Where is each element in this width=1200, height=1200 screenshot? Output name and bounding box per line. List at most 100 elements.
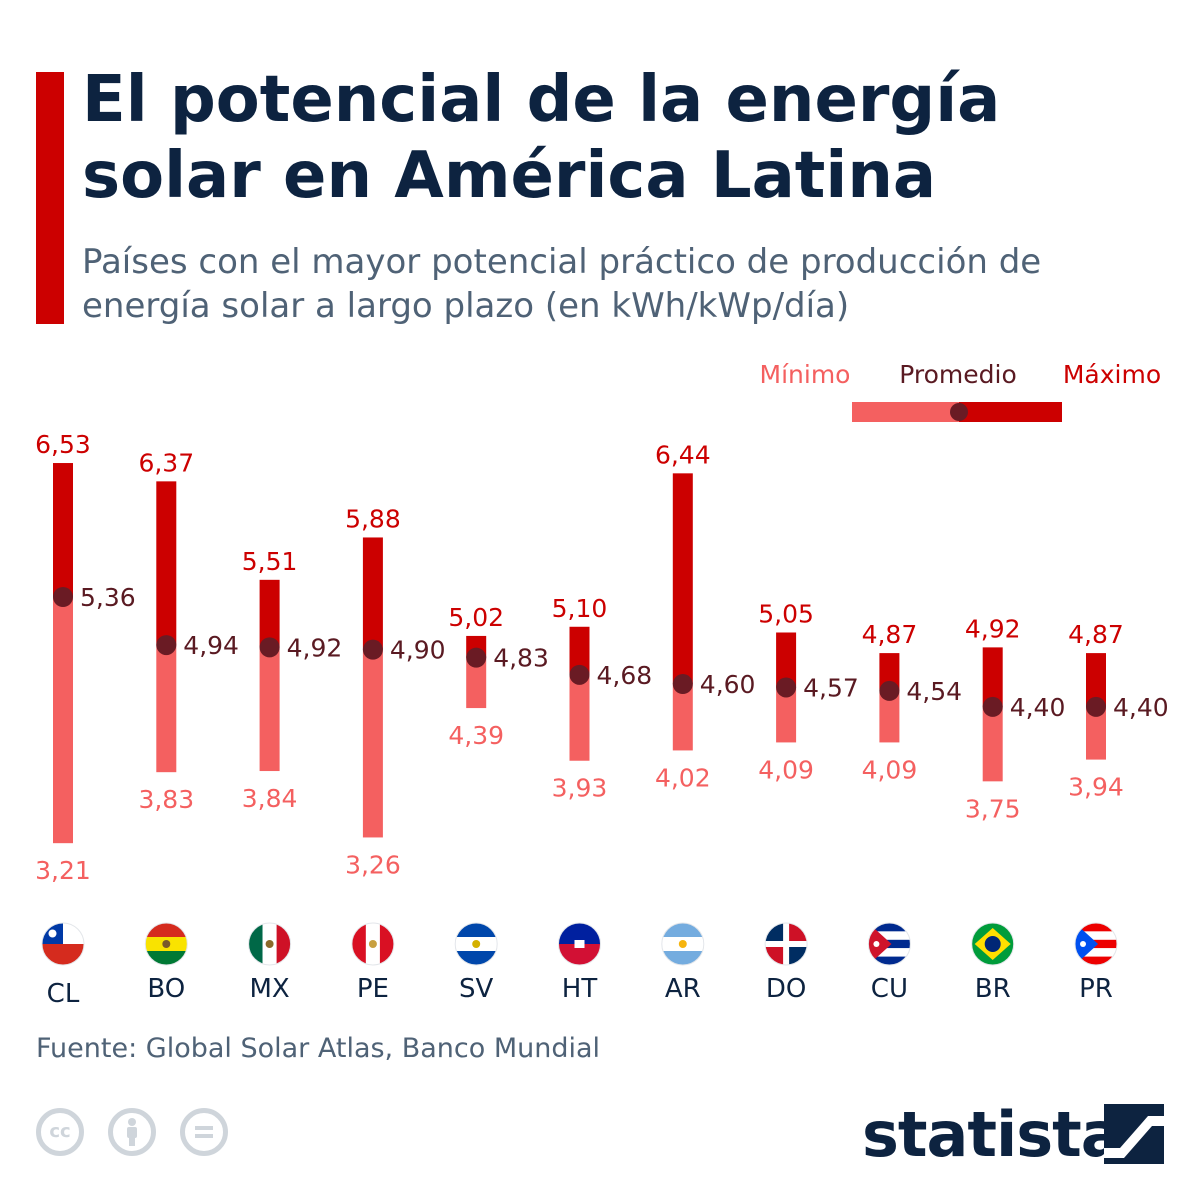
avg-dot-do xyxy=(776,677,797,698)
country-label-do: DO xyxy=(766,974,807,1004)
min-label-cu: 4,09 xyxy=(862,755,918,784)
bar-max-segment-cu xyxy=(879,653,900,691)
avg-dot-bo xyxy=(156,635,177,656)
bar-min-segment-cu xyxy=(879,690,900,743)
page-title: El potencial de la energía solar en Amér… xyxy=(82,63,1001,213)
flag-outline xyxy=(248,922,292,966)
max-label-br: 4,92 xyxy=(965,614,1021,643)
bar-min-segment-ar xyxy=(672,684,693,751)
bar-min-segment-bo xyxy=(156,645,177,773)
bar-max-segment-pr xyxy=(1086,653,1106,707)
bar-max-segment-bo xyxy=(156,481,177,646)
title-accent-bar xyxy=(36,72,64,324)
bar-min-segment-sv xyxy=(466,657,487,709)
source-note: Fuente: Global Solar Atlas, Banco Mundia… xyxy=(36,1033,601,1064)
puerto-rico-flag-icon xyxy=(1075,923,1117,965)
avg-label-ht: 4,68 xyxy=(597,661,653,690)
flag-outline xyxy=(764,922,808,966)
min-label-pr: 3,94 xyxy=(1068,773,1124,802)
legend-avg-dot xyxy=(950,403,968,421)
country-label-cu: CU xyxy=(871,974,908,1004)
avg-label-bo: 4,94 xyxy=(183,631,239,660)
country-label-sv: SV xyxy=(459,974,494,1004)
cuba-flag-icon xyxy=(868,923,911,965)
max-label-pe: 5,88 xyxy=(345,504,401,533)
avg-dot-ar xyxy=(672,674,693,695)
min-label-cl: 3,21 xyxy=(35,856,91,885)
no-derivatives-icon xyxy=(180,1108,228,1156)
flag-outline xyxy=(351,922,395,966)
page-subtitle: Países con el mayor potencial práctico d… xyxy=(82,242,1042,326)
chart-marks: 6,53 3,21 5,36 CL 6,37 3,83 4,94 BO 5,51 3,84 4,92… xyxy=(35,430,1169,1009)
country-label-ar: AR xyxy=(665,974,701,1004)
max-label-pr: 4,87 xyxy=(1068,620,1124,649)
avg-dot-mx xyxy=(259,637,280,658)
country-label-mx: MX xyxy=(249,974,289,1004)
max-label-cu: 4,87 xyxy=(862,620,918,649)
legend-min-swatch xyxy=(852,402,959,422)
peru-flag-icon xyxy=(351,923,394,965)
legend-min-label: Mínimo xyxy=(760,360,851,389)
argentina-flag-icon xyxy=(661,923,704,965)
max-label-ht: 5,10 xyxy=(552,594,608,623)
bar-max-segment-ht xyxy=(569,626,590,675)
bar-min-segment-mx xyxy=(259,647,280,772)
bar-min-segment-ht xyxy=(569,674,590,761)
bar-min-segment-pr xyxy=(1086,706,1106,760)
max-label-do: 5,05 xyxy=(758,599,814,628)
legend-max-label: Máximo xyxy=(1063,360,1161,389)
bar-min-segment-cl xyxy=(53,597,73,844)
legend-avg-label: Promedio xyxy=(899,360,1017,389)
avg-label-cl: 5,36 xyxy=(80,583,136,612)
flag-outline xyxy=(144,922,188,966)
max-label-cl: 6,53 xyxy=(35,430,91,459)
flag-outline xyxy=(971,922,1015,966)
bar-max-segment-ar xyxy=(672,473,693,685)
avg-dot-cu xyxy=(879,680,900,701)
brazil-flag-icon xyxy=(971,923,1014,965)
el-salvador-flag-icon xyxy=(455,923,498,965)
min-label-bo: 3,83 xyxy=(138,785,194,814)
haiti-flag-icon xyxy=(558,923,601,965)
country-label-pr: PR xyxy=(1079,974,1113,1004)
legend-max-swatch xyxy=(959,402,1062,422)
avg-dot-cl xyxy=(53,587,73,607)
flag-outline xyxy=(558,922,601,966)
cc-icon: cc xyxy=(36,1108,84,1156)
country-label-cl: CL xyxy=(47,979,80,1009)
avg-label-mx: 4,92 xyxy=(287,633,343,662)
bar-max-segment-mx xyxy=(259,579,280,648)
country-label-br: BR xyxy=(975,974,1011,1004)
flag-outline xyxy=(41,922,85,966)
max-label-mx: 5,51 xyxy=(242,547,298,576)
bar-min-segment-br xyxy=(982,706,1003,782)
bar-min-segment-do xyxy=(776,687,797,743)
bolivia-flag-icon xyxy=(145,923,188,965)
max-label-bo: 6,37 xyxy=(138,448,194,477)
bar-max-segment-do xyxy=(776,632,797,688)
avg-label-ar: 4,60 xyxy=(700,670,756,699)
country-label-ht: HT xyxy=(562,974,598,1004)
avg-label-cu: 4,54 xyxy=(906,677,962,706)
avg-label-pe: 4,90 xyxy=(390,636,446,665)
min-label-pe: 3,26 xyxy=(345,850,401,879)
bar-max-segment-cl xyxy=(53,463,73,597)
bar-min-segment-pe xyxy=(362,649,383,838)
country-label-pe: PE xyxy=(357,974,389,1004)
flag-outline xyxy=(661,922,705,966)
avg-label-sv: 4,83 xyxy=(493,644,549,673)
chile-flag-icon xyxy=(42,923,84,965)
avg-dot-pr xyxy=(1086,696,1106,717)
avg-dot-ht xyxy=(569,664,590,685)
statista-logo: statista xyxy=(862,1098,1123,1171)
flag-outline xyxy=(454,922,498,966)
min-label-br: 3,75 xyxy=(965,794,1021,823)
avg-label-br: 4,40 xyxy=(1010,693,1066,722)
min-label-mx: 3,84 xyxy=(242,784,298,813)
mexico-flag-icon xyxy=(248,923,291,965)
min-label-ht: 3,93 xyxy=(552,774,608,803)
avg-dot-sv xyxy=(466,647,487,668)
min-label-ar: 4,02 xyxy=(655,763,711,792)
bar-max-segment-br xyxy=(982,647,1003,707)
